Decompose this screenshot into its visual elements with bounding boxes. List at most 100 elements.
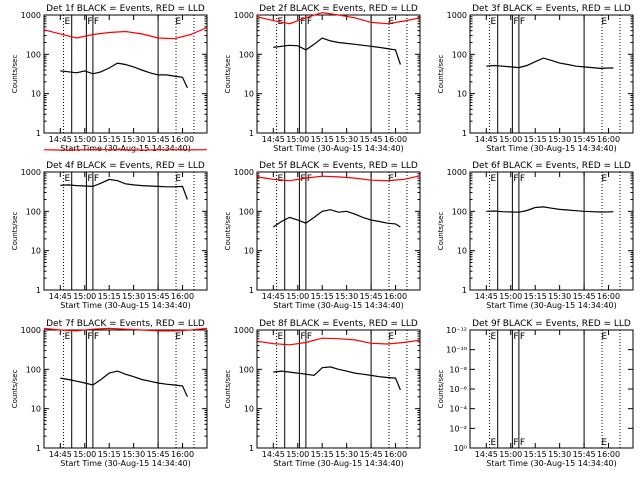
y-tick-label: 1000: [234, 326, 254, 335]
x-tick-label: 16:00: [384, 450, 407, 459]
event-marker-bottom: F: [513, 438, 518, 448]
x-tick-label: 16:00: [384, 292, 407, 301]
x-tick-label: 15:45: [147, 292, 170, 301]
plot-frame: [256, 329, 421, 449]
event-rate-line: [60, 62, 188, 89]
chart-title: Det 3f BLACK = Events, RED = LLD: [472, 4, 631, 14]
x-tick-label: 15:30: [122, 450, 145, 459]
plot-frame: [43, 171, 208, 291]
lld-rate-line: [256, 11, 421, 25]
x-tick-label: 16:00: [597, 135, 620, 144]
event-marker-top: E: [175, 174, 181, 184]
event-marker-top: F: [94, 17, 99, 27]
y-tick-label: 100: [452, 207, 467, 216]
x-tick-label: 14:45: [49, 450, 72, 459]
y-tick-label: 1: [36, 286, 41, 295]
x-tick-label: 14:45: [49, 292, 72, 301]
event-marker-top: E: [601, 174, 607, 184]
y-tick-label: 10⁻⁶: [449, 385, 467, 394]
x-axis-label: Start Time (30-Aug-15 14:34:40): [60, 459, 191, 468]
x-tick-label: 15:15: [524, 292, 547, 301]
y-tick-label: 10: [457, 90, 467, 99]
event-marker-top: E: [175, 332, 181, 342]
chart-panel-1: Det 1f BLACK = Events, RED = LLD 1 10 100 10…: [11, 4, 208, 153]
event-marker-top: F: [87, 332, 92, 342]
chart-panel-4: Det 4f BLACK = Events, RED = LLD 1 10 100 10…: [11, 149, 208, 310]
x-tick-label: 15:30: [548, 292, 571, 301]
event-marker-top: F: [513, 332, 518, 342]
event-marker-top: F: [513, 174, 518, 184]
plot-frame: [43, 14, 208, 134]
y-tick-label: 1: [249, 444, 254, 453]
chart-title: Det 2f BLACK = Events, RED = LLD: [259, 4, 418, 14]
event-marker-top: E: [388, 174, 394, 184]
x-tick-label: 15:30: [548, 135, 571, 144]
event-marker-bottom: F: [520, 438, 525, 448]
event-rate-line: [272, 209, 401, 228]
x-tick-label: 15:00: [499, 450, 522, 459]
event-marker-top: F: [94, 174, 99, 184]
x-tick-label: 15:30: [335, 135, 358, 144]
event-marker-top: F: [307, 174, 312, 184]
x-tick-label: 15:00: [73, 292, 96, 301]
event-marker-top: F: [94, 332, 99, 342]
event-marker-top: F: [307, 332, 312, 342]
y-tick-label: 1000: [21, 168, 41, 177]
event-marker-top: E: [601, 17, 607, 27]
x-axis-label: Start Time (30-Aug-15 14:34:40): [60, 301, 191, 310]
event-marker-bottom: E: [601, 438, 607, 448]
y-tick-label: 1: [36, 444, 41, 453]
x-tick-label: 16:00: [171, 292, 194, 301]
event-marker-top: F: [87, 174, 92, 184]
event-marker-top: E: [175, 17, 181, 27]
event-marker-top: F: [520, 17, 525, 27]
y-tick-label: 1000: [447, 11, 467, 20]
x-tick-label: 15:30: [335, 450, 358, 459]
y-tick-label: 1000: [21, 326, 41, 335]
x-tick-label: 14:45: [475, 135, 498, 144]
event-marker-bottom: E: [491, 438, 497, 448]
chart-title: Det 4f BLACK = Events, RED = LLD: [46, 161, 205, 171]
x-tick-label: 14:45: [262, 292, 285, 301]
x-tick-label: 15:45: [573, 450, 596, 459]
event-marker-top: E: [491, 174, 497, 184]
event-marker-top: F: [520, 174, 525, 184]
x-tick-label: 15:30: [122, 292, 145, 301]
x-axis-label: Start Time (30-Aug-15 14:34:40): [273, 459, 404, 468]
chart-title: Det 1f BLACK = Events, RED = LLD: [46, 4, 205, 14]
y-tick-label: 10: [31, 90, 41, 99]
event-marker-top: E: [65, 17, 71, 27]
y-tick-label: 10⁻⁸: [449, 365, 467, 374]
x-tick-label: 15:00: [286, 135, 309, 144]
x-tick-label: 16:00: [171, 135, 194, 144]
chart-panel-6: Det 6f BLACK = Events, RED = LLD 1 10 100 10…: [437, 161, 634, 310]
x-tick-label: 16:00: [597, 292, 620, 301]
y-axis-label: Counts/sec: [11, 212, 19, 251]
y-axis-label: Counts/sec: [224, 370, 232, 409]
x-tick-label: 15:15: [98, 450, 121, 459]
x-tick-label: 14:45: [49, 135, 72, 144]
y-tick-label: 10: [31, 247, 41, 256]
x-tick-label: 15:15: [311, 135, 334, 144]
x-tick-label: 15:15: [311, 292, 334, 301]
plot-frame: [256, 171, 421, 291]
chart-title: Det 8f BLACK = Events, RED = LLD: [259, 319, 418, 329]
y-axis-label: Counts/sec: [437, 370, 445, 409]
x-tick-label: 15:45: [147, 135, 170, 144]
y-tick-label: 10⁻¹²: [446, 326, 467, 335]
event-marker-top: E: [388, 332, 394, 342]
x-tick-label: 15:00: [499, 292, 522, 301]
event-marker-top: E: [65, 332, 71, 342]
event-marker-top: F: [513, 17, 518, 27]
x-tick-label: 15:15: [311, 450, 334, 459]
y-tick-label: 1000: [234, 168, 254, 177]
lld-rate-line: [43, 26, 208, 40]
event-marker-top: E: [388, 17, 394, 27]
y-tick-label: 100: [239, 50, 254, 59]
event-rate-line: [486, 206, 614, 213]
x-tick-label: 15:15: [98, 292, 121, 301]
plot-frame: [469, 171, 634, 291]
y-tick-label: 10: [31, 405, 41, 414]
event-marker-top: E: [278, 174, 284, 184]
